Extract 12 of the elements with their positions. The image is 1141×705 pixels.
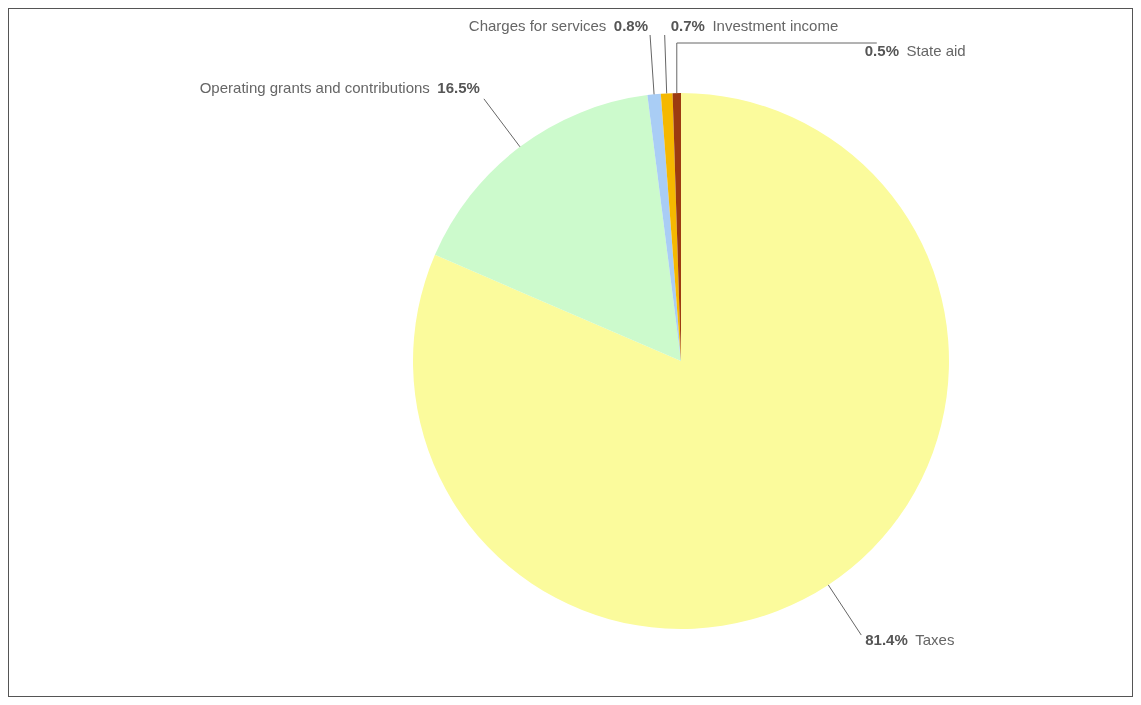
data-label: 16.5% (437, 78, 480, 96)
data-label: 0.8% (613, 17, 649, 34)
slice-label: Operating grants and contributions (199, 78, 430, 96)
slice-label: Investment income (712, 17, 839, 34)
pie-slice (434, 95, 681, 361)
data-label: 0.5% (864, 42, 899, 59)
data-label: 81.4% (865, 631, 908, 649)
slice-label: Taxes (915, 631, 955, 649)
pie-slice (413, 93, 949, 629)
slice-label: State aid (906, 42, 966, 59)
data-label: 0.7% (670, 17, 705, 34)
slice-label: Charges for services (468, 17, 607, 34)
